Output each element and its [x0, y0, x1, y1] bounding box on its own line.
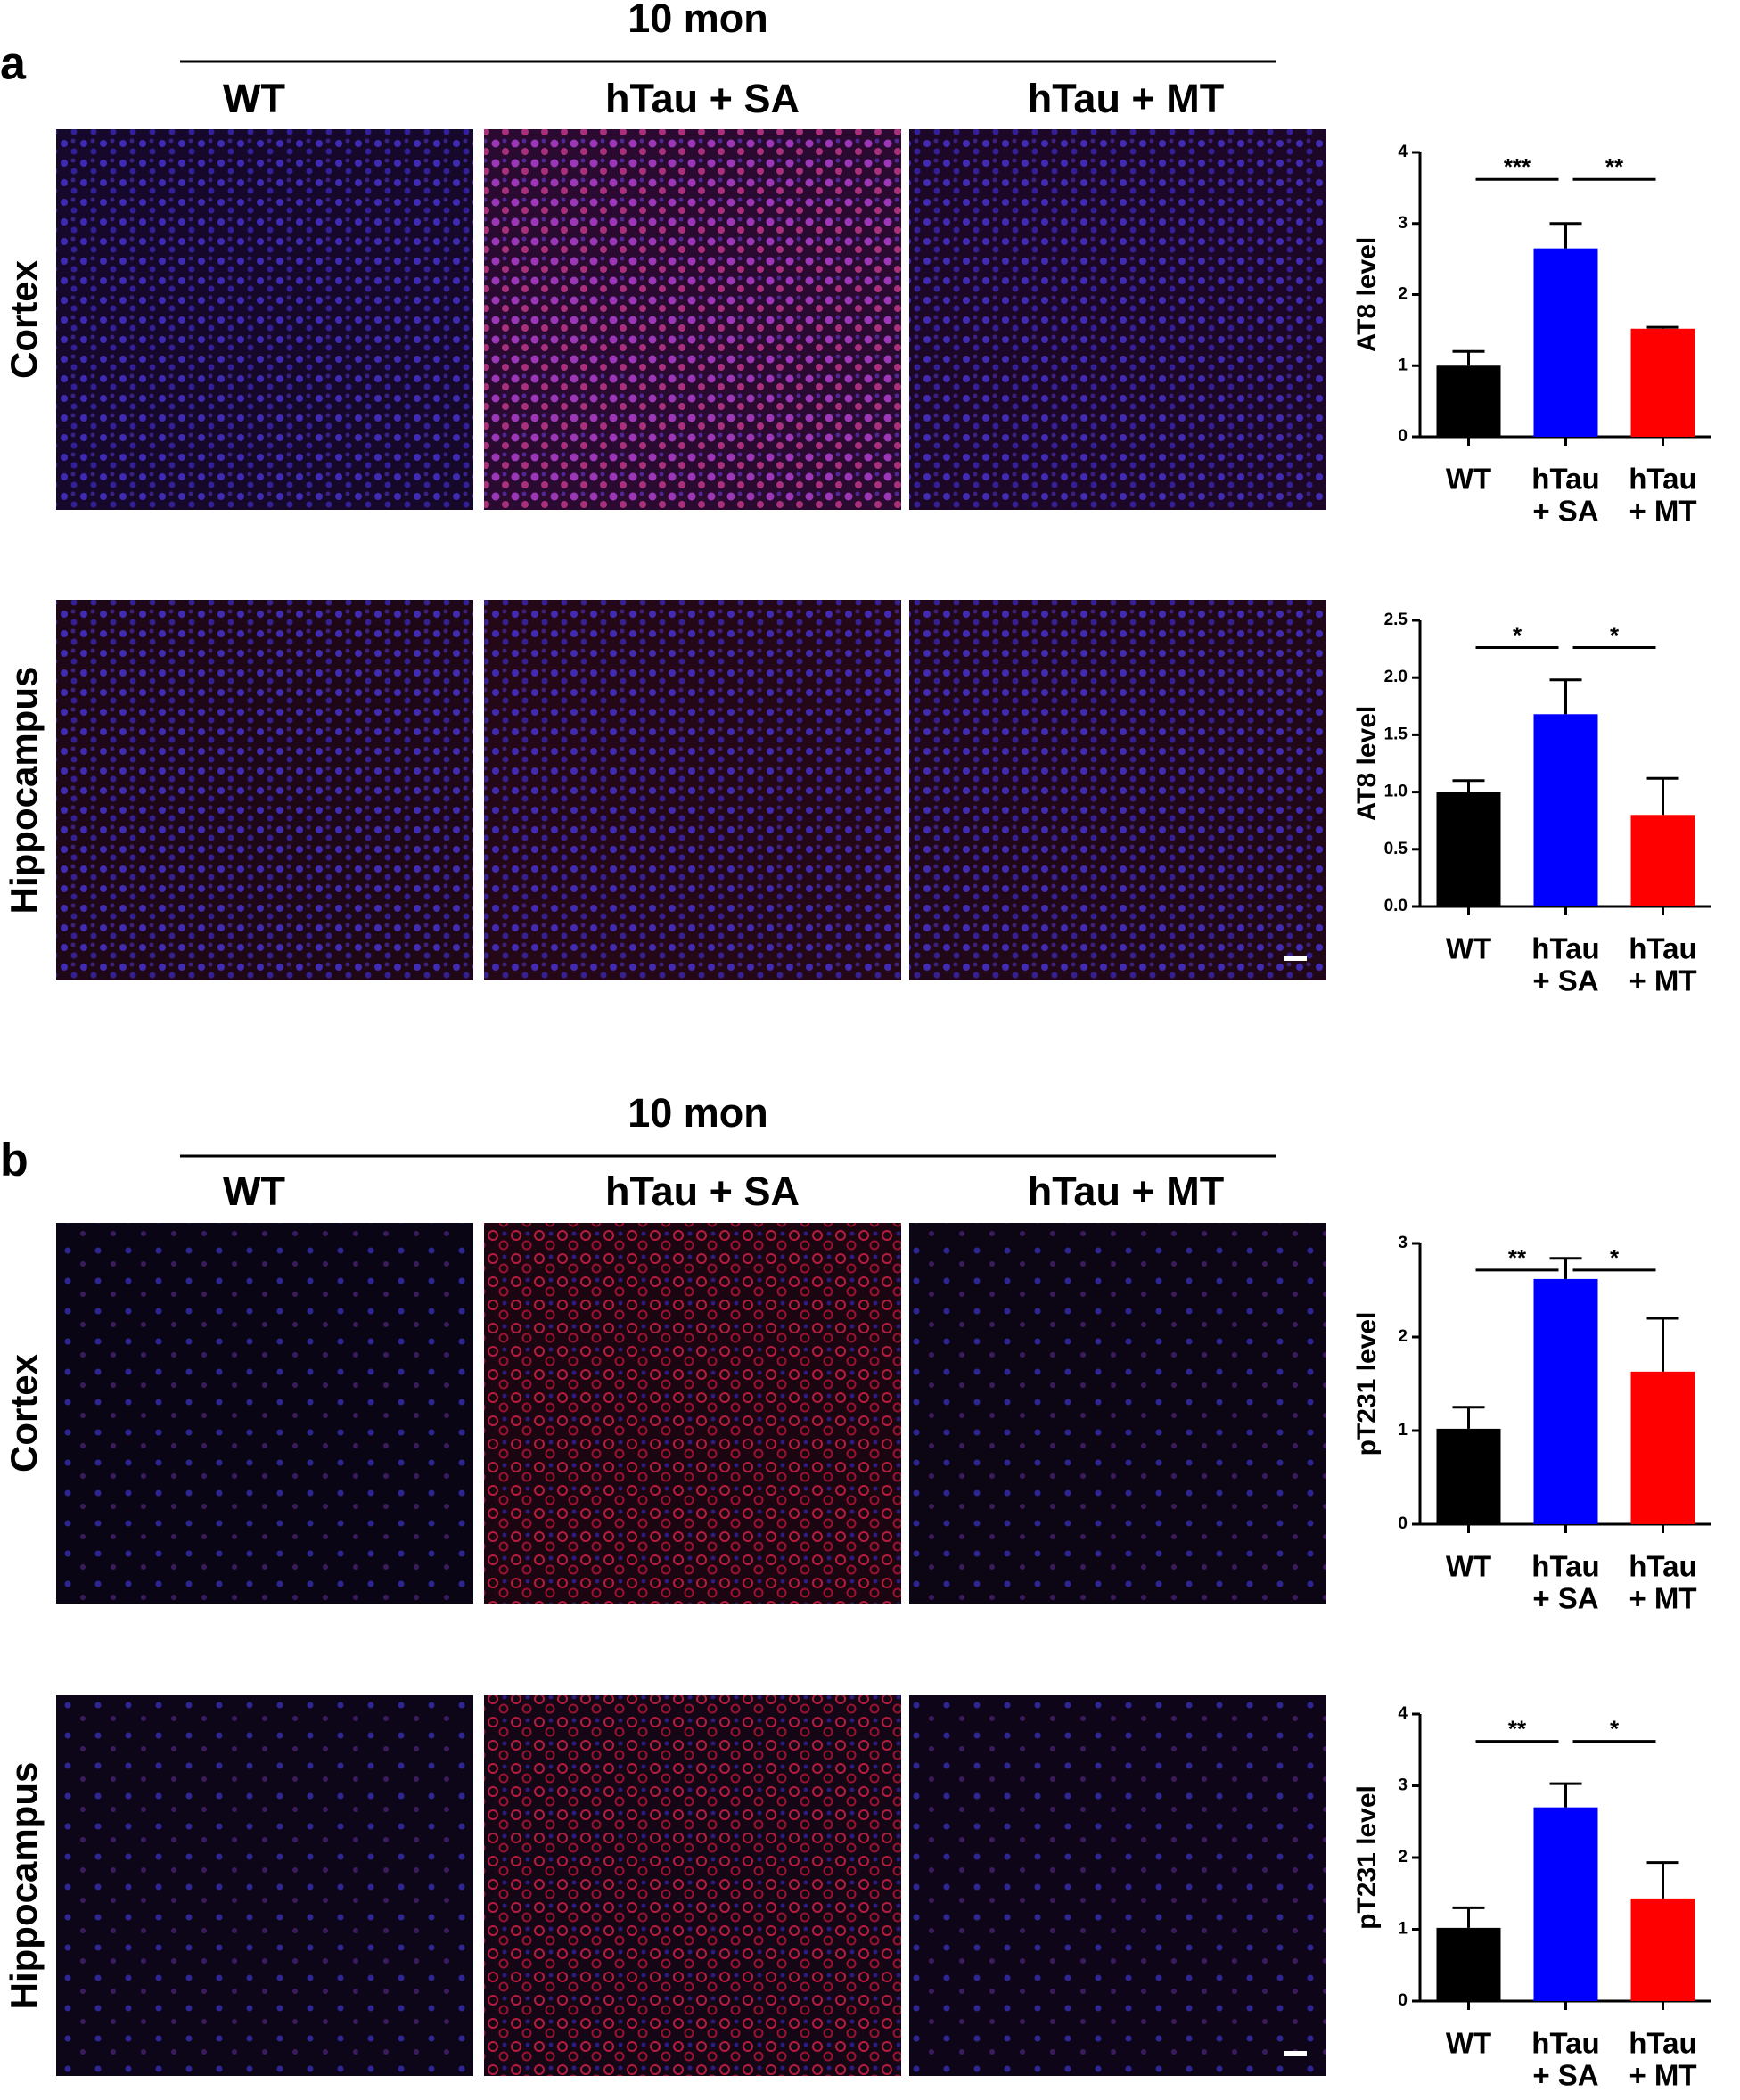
y-axis-label: AT8 level	[1352, 237, 1382, 353]
micrograph-cells	[484, 600, 901, 980]
micrograph-cells	[909, 129, 1326, 510]
x-tick-label: hTau	[1629, 2027, 1696, 2060]
micrograph-cells	[484, 129, 901, 510]
x-tick-label: + SA	[1532, 2059, 1598, 2092]
significance-stars: **	[1508, 1244, 1527, 1271]
bar	[1436, 365, 1501, 437]
y-tick-label: 1	[1398, 356, 1408, 374]
x-tick-label: hTau	[1531, 932, 1599, 965]
significance-stars: *	[1610, 621, 1620, 648]
column-header: hTau + SA	[605, 1169, 800, 1214]
row-label: Hippocampus	[3, 667, 45, 915]
bar	[1436, 792, 1501, 906]
scale-bar	[1284, 2051, 1307, 2056]
y-axis-label: pT231 level	[1352, 1785, 1382, 1930]
bar	[1533, 1278, 1598, 1524]
y-tick-label: 3	[1398, 214, 1408, 233]
y-tick-label: 2.5	[1384, 611, 1408, 629]
x-tick-label: + MT	[1629, 1582, 1696, 1615]
significance-stars: ***	[1504, 153, 1531, 180]
y-tick-label: 0	[1398, 427, 1408, 446]
x-tick-label: WT	[1446, 1550, 1491, 1583]
column-header: WT	[223, 76, 285, 121]
y-tick-label: 2	[1398, 1848, 1408, 1866]
significance-stars: *	[1513, 621, 1522, 648]
micrograph-cells	[56, 1223, 473, 1604]
y-axis-label: AT8 level	[1352, 706, 1382, 822]
y-tick-label: 1.0	[1384, 783, 1408, 801]
micrograph-cells	[484, 1223, 901, 1604]
x-tick-label: + MT	[1629, 2059, 1696, 2092]
micrograph-cells	[909, 600, 1326, 980]
bar	[1533, 714, 1598, 906]
y-tick-label: 0	[1398, 1514, 1408, 1533]
x-tick-label: + MT	[1629, 964, 1696, 997]
timepoint: 10 mon	[628, 1090, 768, 1136]
significance-stars: *	[1610, 1244, 1620, 1271]
y-tick-label: 2.0	[1384, 668, 1408, 686]
x-tick-label: hTau	[1531, 1550, 1599, 1583]
y-tick-label: 4	[1398, 1704, 1408, 1723]
micrograph-cells	[56, 129, 473, 510]
bar	[1436, 1927, 1501, 2001]
bar	[1533, 248, 1598, 437]
y-tick-label: 1	[1398, 1920, 1408, 1939]
micrograph-cells	[484, 1695, 901, 2076]
y-axis-label: pT231 level	[1352, 1312, 1382, 1456]
x-tick-label: + SA	[1532, 1582, 1598, 1615]
x-tick-label: hTau	[1629, 463, 1696, 496]
significance-stars: **	[1508, 1715, 1527, 1742]
bar	[1630, 815, 1695, 906]
micrograph-cells	[909, 1223, 1326, 1604]
y-tick-label: 2	[1398, 1327, 1408, 1346]
bar	[1436, 1428, 1501, 1524]
significance-stars: **	[1605, 153, 1624, 180]
row-label: Cortex	[3, 259, 45, 379]
y-tick-label: 0	[1398, 1991, 1408, 2010]
x-tick-label: hTau	[1531, 463, 1599, 496]
y-tick-label: 1.5	[1384, 725, 1408, 743]
x-tick-label: + MT	[1629, 495, 1696, 528]
micrograph-cells	[909, 1695, 1326, 2076]
scale-bar	[1284, 956, 1307, 961]
bar	[1630, 1898, 1695, 2001]
bar	[1533, 1807, 1598, 2001]
x-tick-label: + SA	[1532, 964, 1598, 997]
row-label: Hippocampus	[3, 1762, 45, 2010]
x-tick-label: hTau	[1629, 932, 1696, 965]
column-header: hTau + MT	[1028, 76, 1224, 121]
y-tick-label: 4	[1398, 143, 1408, 161]
x-tick-label: hTau	[1531, 2027, 1599, 2060]
column-header: hTau + SA	[605, 76, 800, 121]
y-tick-label: 0.0	[1384, 897, 1408, 915]
y-tick-label: 3	[1398, 1234, 1408, 1252]
micrograph-cells	[56, 1695, 473, 2076]
y-tick-label: 1	[1398, 1421, 1408, 1440]
y-tick-label: 3	[1398, 1776, 1408, 1795]
bar	[1630, 1371, 1695, 1524]
x-tick-label: WT	[1446, 463, 1491, 496]
micrograph-cells	[56, 600, 473, 980]
x-tick-label: hTau	[1629, 1550, 1696, 1583]
significance-stars: *	[1610, 1715, 1620, 1742]
column-header: hTau + MT	[1028, 1169, 1224, 1214]
panel-label: b	[0, 1135, 29, 1186]
x-tick-label: + SA	[1532, 495, 1598, 528]
y-tick-label: 0.5	[1384, 840, 1408, 858]
y-tick-label: 2	[1398, 285, 1408, 304]
timepoint: 10 mon	[628, 0, 768, 41]
column-header: WT	[223, 1169, 285, 1214]
bar	[1630, 328, 1695, 437]
row-label: Cortex	[3, 1353, 45, 1472]
panel-label: a	[0, 38, 27, 90]
x-tick-label: WT	[1446, 2027, 1491, 2060]
x-tick-label: WT	[1446, 932, 1491, 965]
